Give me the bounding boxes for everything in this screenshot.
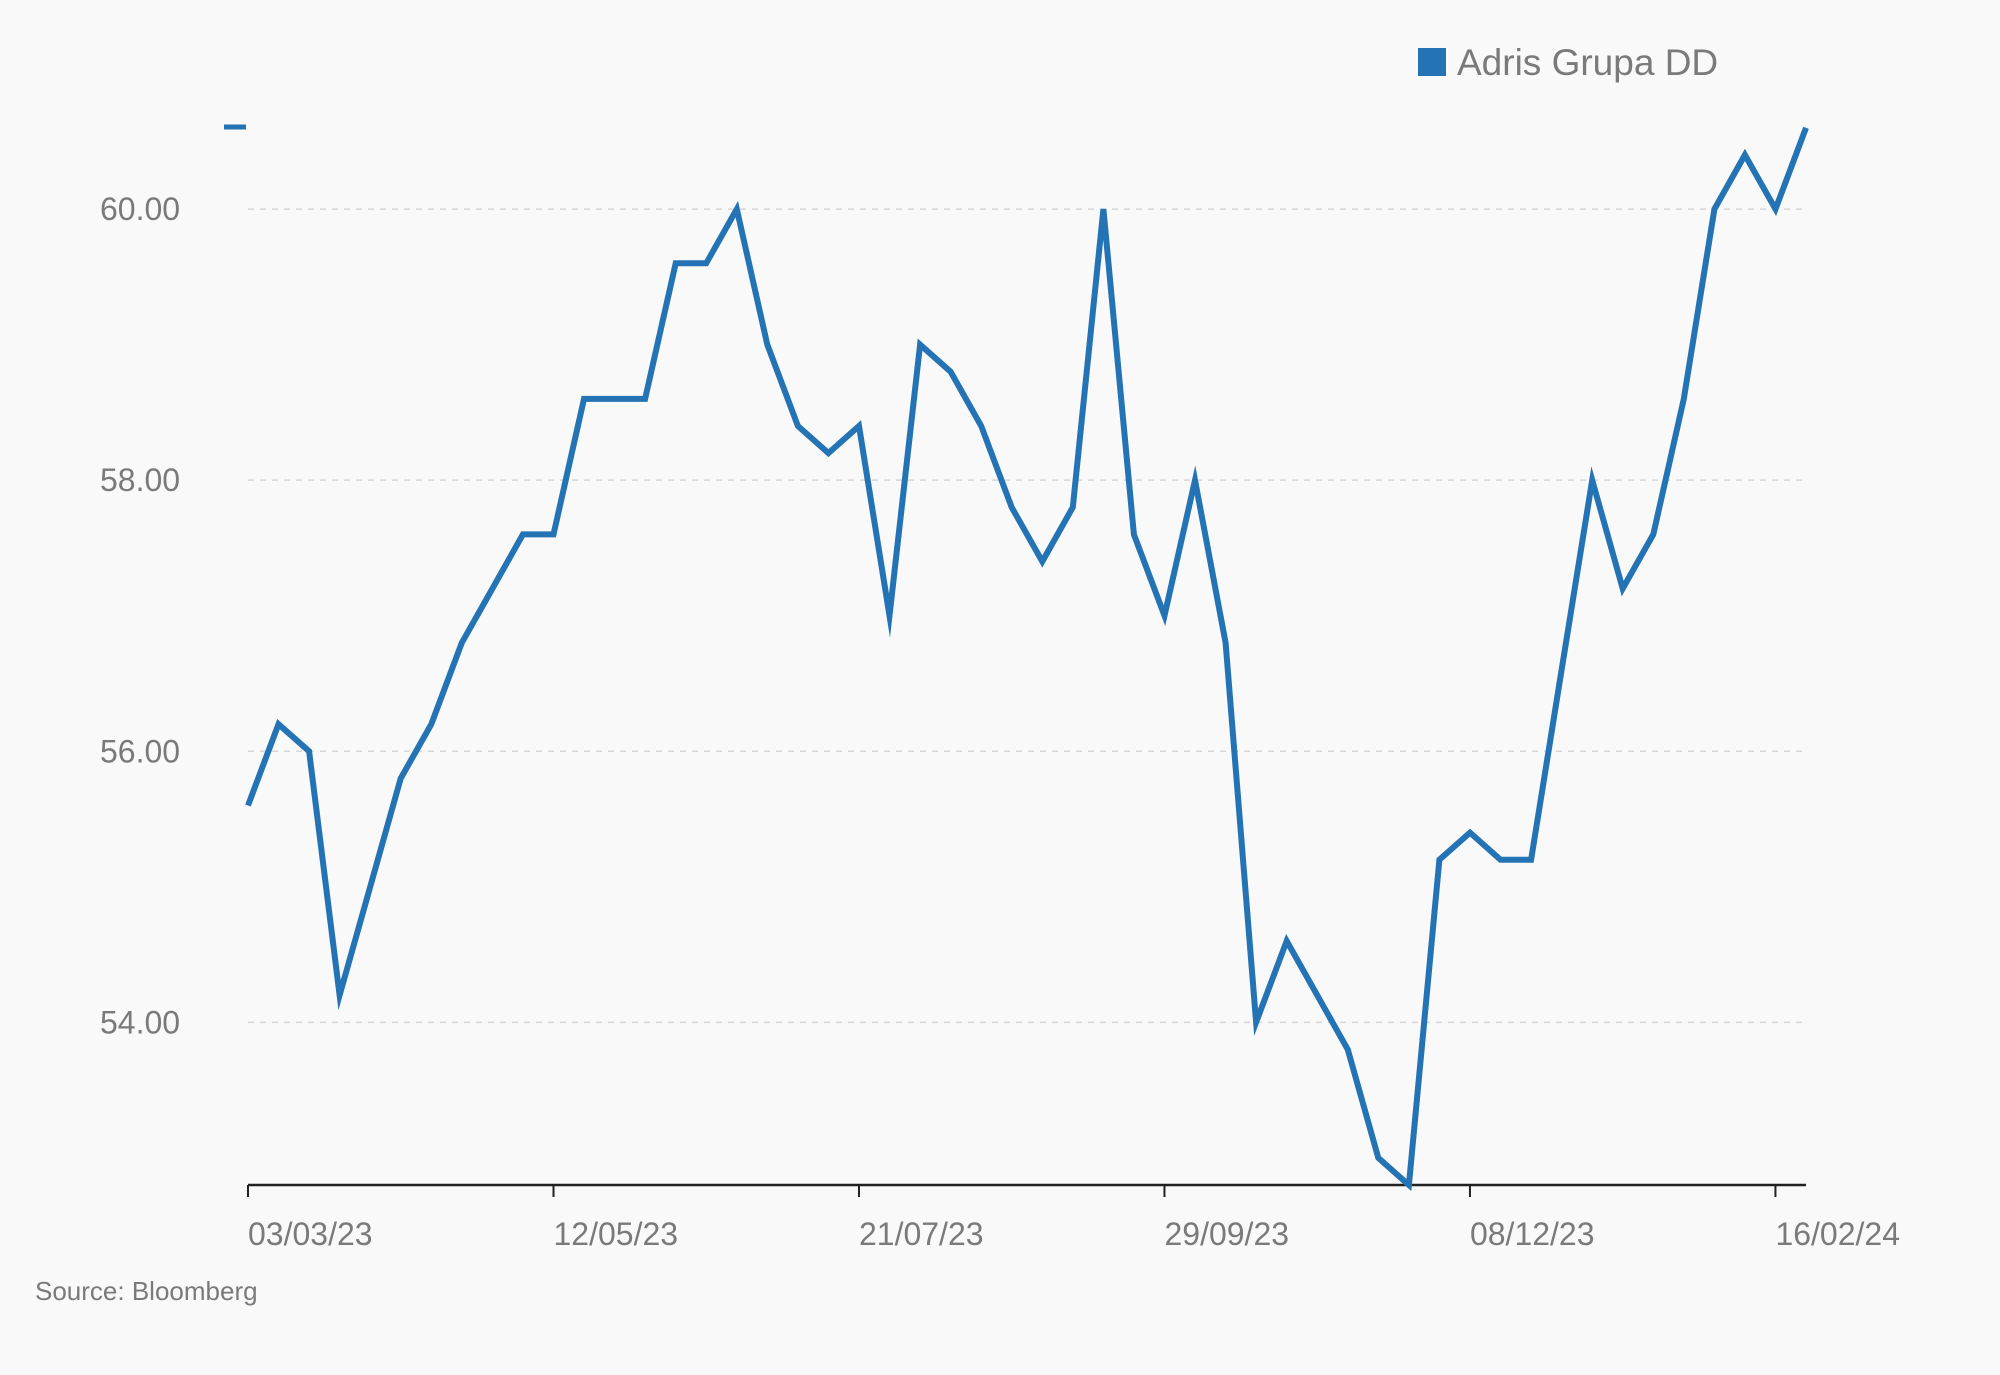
data-point bbox=[306, 748, 312, 754]
x-tick-label: 12/05/23 bbox=[553, 1216, 678, 1252]
data-point bbox=[673, 260, 679, 266]
data-point bbox=[978, 423, 984, 429]
data-point bbox=[1375, 1155, 1381, 1161]
data-point bbox=[1742, 152, 1748, 158]
y-tick-label: 58.00 bbox=[100, 462, 180, 498]
data-point bbox=[612, 396, 618, 402]
data-point bbox=[887, 613, 893, 619]
x-tick-label: 03/03/23 bbox=[248, 1216, 373, 1252]
x-tick-label: 29/09/23 bbox=[1164, 1216, 1289, 1252]
data-point bbox=[642, 396, 648, 402]
data-point bbox=[1772, 206, 1778, 212]
x-tick-label: 08/12/23 bbox=[1470, 1216, 1595, 1252]
data-point bbox=[1681, 396, 1687, 402]
data-point bbox=[1161, 613, 1167, 619]
data-point bbox=[1406, 1182, 1412, 1188]
data-point bbox=[1131, 531, 1137, 537]
y-tick-label: 54.00 bbox=[100, 1004, 180, 1040]
data-point bbox=[1192, 477, 1198, 483]
y-tick-label: 60.00 bbox=[100, 191, 180, 227]
data-point bbox=[1559, 667, 1565, 673]
data-point bbox=[367, 884, 373, 890]
data-point bbox=[1253, 1019, 1259, 1025]
data-point bbox=[398, 775, 404, 781]
data-point bbox=[734, 206, 740, 212]
data-point bbox=[1039, 559, 1045, 565]
data-point bbox=[1589, 477, 1595, 483]
data-point bbox=[948, 369, 954, 375]
data-point bbox=[428, 721, 434, 727]
data-point bbox=[856, 423, 862, 429]
legend-label: Adris Grupa DD bbox=[1457, 42, 1718, 83]
series-layer bbox=[245, 125, 1809, 1192]
data-point bbox=[1284, 938, 1290, 944]
data-point bbox=[1650, 531, 1656, 537]
data-point bbox=[1345, 1046, 1351, 1052]
data-point bbox=[1467, 830, 1473, 836]
axes bbox=[224, 124, 1806, 1197]
x-tick-label: 16/02/24 bbox=[1775, 1216, 1900, 1252]
legend-swatch bbox=[1418, 48, 1446, 76]
data-point bbox=[1528, 857, 1534, 863]
data-point bbox=[1436, 857, 1442, 863]
series-line-adris-grupa-dd bbox=[245, 126, 1809, 1192]
data-point bbox=[1803, 125, 1809, 131]
data-point bbox=[550, 531, 556, 537]
data-point bbox=[1711, 206, 1717, 212]
tick-labels: 54.00 56.00 58.00 60.00 03/03/23 12/05/23 21/0… bbox=[100, 191, 1900, 1252]
data-point bbox=[276, 721, 282, 727]
data-point bbox=[459, 640, 465, 646]
data-point bbox=[1009, 504, 1015, 510]
data-point bbox=[1498, 857, 1504, 863]
x-tick-label: 21/07/23 bbox=[859, 1216, 984, 1252]
data-point bbox=[795, 423, 801, 429]
data-point bbox=[825, 450, 831, 456]
data-point bbox=[1223, 640, 1229, 646]
legend: Adris Grupa DD bbox=[1418, 42, 1718, 83]
data-point bbox=[245, 802, 251, 808]
data-point bbox=[703, 260, 709, 266]
data-point bbox=[764, 342, 770, 348]
data-point bbox=[1070, 504, 1076, 510]
data-point bbox=[581, 396, 587, 402]
data-point bbox=[489, 586, 495, 592]
y-tick-label: 56.00 bbox=[100, 733, 180, 769]
source-note: Source: Bloomberg bbox=[35, 1276, 258, 1306]
data-point bbox=[1314, 992, 1320, 998]
data-point bbox=[1100, 206, 1106, 212]
data-point bbox=[337, 992, 343, 998]
data-point bbox=[917, 342, 923, 348]
data-point bbox=[520, 531, 526, 537]
data-point bbox=[1620, 586, 1626, 592]
